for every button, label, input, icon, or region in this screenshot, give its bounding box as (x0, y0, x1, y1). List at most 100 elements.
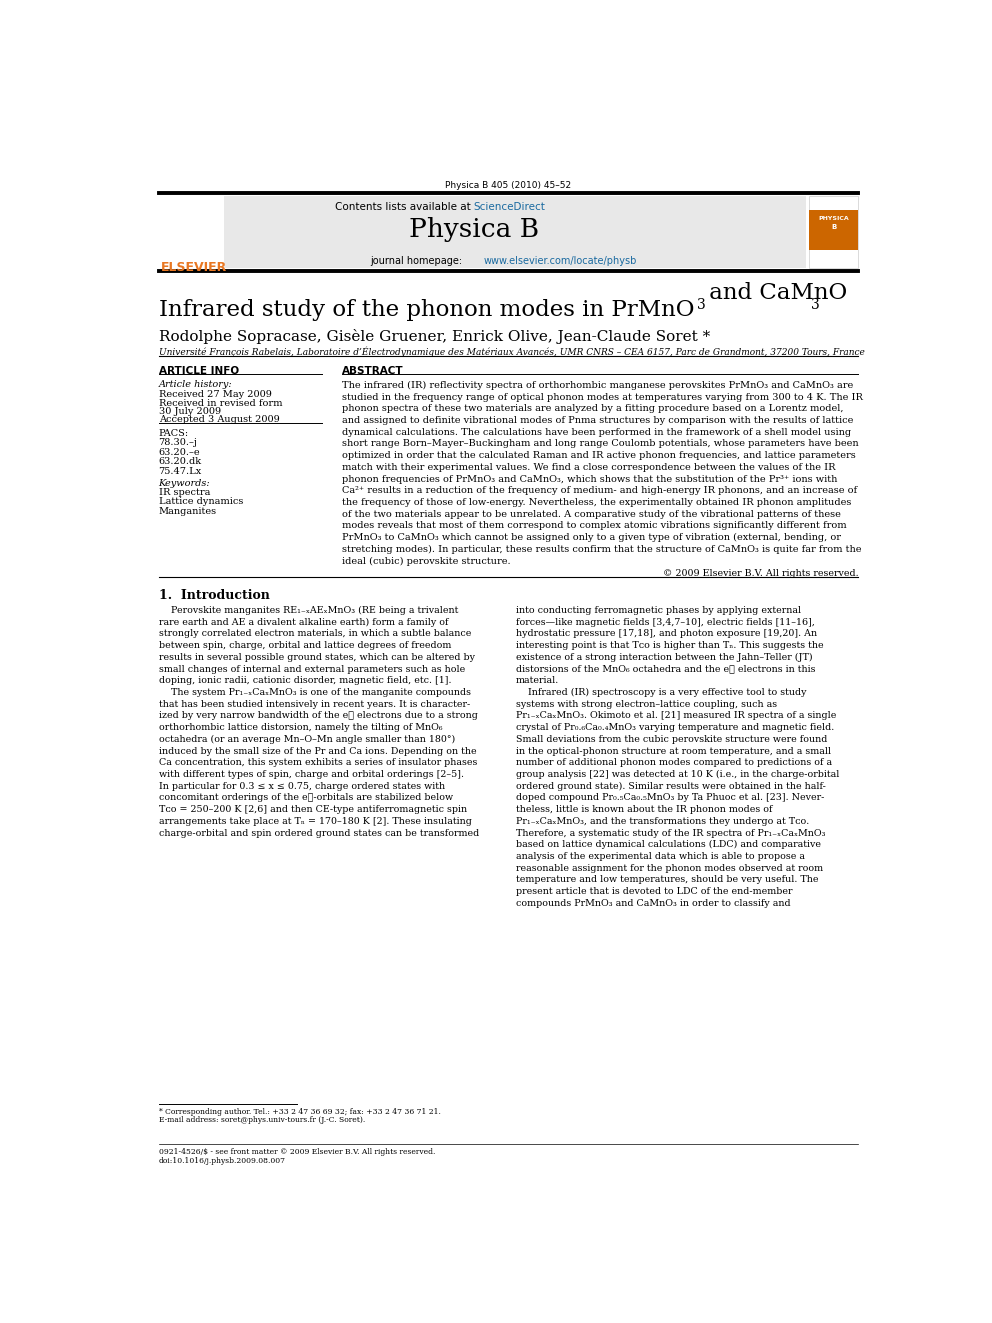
Text: © 2009 Elsevier B.V. All rights reserved.: © 2009 Elsevier B.V. All rights reserved… (663, 569, 858, 578)
Bar (809, 196, 858, 267)
Text: Accepted 3 August 2009: Accepted 3 August 2009 (159, 415, 280, 425)
Text: results in several possible ground states, which can be altered by: results in several possible ground state… (159, 652, 474, 662)
Text: and assigned to definite vibrational modes of Pnma structures by comparison with: and assigned to definite vibrational mod… (342, 415, 854, 425)
Bar (809, 209, 858, 250)
Text: forces—like magnetic fields [3,4,7–10], electric fields [11–16],: forces—like magnetic fields [3,4,7–10], … (516, 618, 815, 627)
Text: material.: material. (516, 676, 559, 685)
Text: 3: 3 (696, 298, 705, 311)
Text: ordered ground state). Similar results were obtained in the half-: ordered ground state). Similar results w… (516, 782, 826, 791)
Text: in the optical-phonon structure at room temperature, and a small: in the optical-phonon structure at room … (516, 746, 831, 755)
Text: Small deviations from the cubic perovskite structure were found: Small deviations from the cubic perovski… (516, 734, 827, 744)
Text: hydrostatic pressure [17,18], and photon exposure [19,20]. An: hydrostatic pressure [17,18], and photon… (516, 630, 817, 639)
Text: ized by very narrow bandwidth of the e⁧ electrons due to a strong: ized by very narrow bandwidth of the e⁧ … (159, 712, 477, 721)
Text: crystal of Pr₀.₆Ca₀.₄MnO₃ varying temperature and magnetic field.: crystal of Pr₀.₆Ca₀.₄MnO₃ varying temper… (516, 724, 834, 732)
Text: stretching modes). In particular, these results confirm that the structure of Ca: stretching modes). In particular, these … (342, 545, 862, 554)
Text: The infrared (IR) reflectivity spectra of orthorhombic manganese perovskites PrM: The infrared (IR) reflectivity spectra o… (342, 381, 853, 390)
Text: arrangements take place at Tₙ = 170–180 K [2]. These insulating: arrangements take place at Tₙ = 170–180 … (159, 816, 471, 826)
Text: PHYSICA: PHYSICA (818, 216, 849, 221)
Text: phonon spectra of these two materials are analyzed by a fitting procedure based : phonon spectra of these two materials ar… (342, 405, 844, 413)
Text: rare earth and AE a divalent alkaline earth) form a family of: rare earth and AE a divalent alkaline ea… (159, 618, 448, 627)
Bar (159, 196, 224, 267)
Text: The system Pr₁₋ₓCaₓMnO₃ is one of the manganite compounds: The system Pr₁₋ₓCaₓMnO₃ is one of the ma… (159, 688, 470, 697)
Text: match with their experimental values. We find a close correspondence between the: match with their experimental values. We… (342, 463, 836, 472)
Text: 78.30.–j: 78.30.–j (159, 438, 197, 447)
Text: doi:10.1016/j.physb.2009.08.007: doi:10.1016/j.physb.2009.08.007 (159, 1158, 286, 1166)
Text: short range Born–Mayer–Buckingham and long range Coulomb potentials, whose param: short range Born–Mayer–Buckingham and lo… (342, 439, 859, 448)
Text: temperature and low temperatures, should be very useful. The: temperature and low temperatures, should… (516, 876, 818, 884)
Text: 30 July 2009: 30 July 2009 (159, 407, 221, 417)
Text: 0921-4526/$ - see front matter © 2009 Elsevier B.V. All rights reserved.: 0921-4526/$ - see front matter © 2009 El… (159, 1148, 434, 1156)
Text: small changes of internal and external parameters such as hole: small changes of internal and external p… (159, 664, 465, 673)
Text: www.elsevier.com/locate/physb: www.elsevier.com/locate/physb (484, 255, 637, 266)
Text: Pr₁₋ₓCaₓMnO₃. Okimoto et al. [21] measured IR spectra of a single: Pr₁₋ₓCaₓMnO₃. Okimoto et al. [21] measur… (516, 712, 836, 721)
Text: based on lattice dynamical calculations (LDC) and comparative: based on lattice dynamical calculations … (516, 840, 821, 849)
Text: optimized in order that the calculated Raman and IR active phonon frequencies, a: optimized in order that the calculated R… (342, 451, 856, 460)
Text: phonon frequencies of PrMnO₃ and CaMnO₃, which shows that the substitution of th: phonon frequencies of PrMnO₃ and CaMnO₃,… (342, 475, 837, 484)
Text: Rodolphe Sopracase, Gisèle Gruener, Enrick Olive, Jean-Claude Soret *: Rodolphe Sopracase, Gisèle Gruener, Enri… (159, 329, 710, 344)
Text: Infrared (IR) spectroscopy is a very effective tool to study: Infrared (IR) spectroscopy is a very eff… (516, 688, 806, 697)
Text: charge-orbital and spin ordered ground states can be transformed: charge-orbital and spin ordered ground s… (159, 828, 479, 837)
Text: into conducting ferromagnetic phases by applying external: into conducting ferromagnetic phases by … (516, 606, 802, 615)
Text: * Corresponding author. Tel.: +33 2 47 36 69 32; fax: +33 2 47 36 71 21.: * Corresponding author. Tel.: +33 2 47 3… (159, 1109, 440, 1117)
Text: reasonable assignment for the phonon modes observed at room: reasonable assignment for the phonon mod… (516, 864, 823, 873)
Text: 63.20.–e: 63.20.–e (159, 447, 200, 456)
Text: 75.47.Lx: 75.47.Lx (159, 467, 201, 476)
Text: ScienceDirect: ScienceDirect (474, 201, 546, 212)
Text: distorsions of the MnO₆ octahedra and the e⁧ electrons in this: distorsions of the MnO₆ octahedra and th… (516, 664, 815, 673)
Text: Ca²⁺ results in a reduction of the frequency of medium- and high-energy IR phono: Ca²⁺ results in a reduction of the frequ… (342, 487, 857, 495)
Text: doping, ionic radii, cationic disorder, magnetic field, etc. [1].: doping, ionic radii, cationic disorder, … (159, 676, 451, 685)
Text: Physica B: Physica B (409, 217, 539, 242)
Text: present article that is devoted to LDC of the end-member: present article that is devoted to LDC o… (516, 888, 793, 896)
Text: ideal (cubic) perovskite structure.: ideal (cubic) perovskite structure. (342, 557, 511, 566)
Text: analysis of the experimental data which is able to propose a: analysis of the experimental data which … (516, 852, 806, 861)
Text: Therefore, a systematic study of the IR spectra of Pr₁₋ₓCaₓMnO₃: Therefore, a systematic study of the IR … (516, 828, 825, 837)
Text: that has been studied intensively in recent years. It is character-: that has been studied intensively in rec… (159, 700, 470, 709)
Text: octahedra (or an average Mn–O–Mn angle smaller than 180°): octahedra (or an average Mn–O–Mn angle s… (159, 734, 455, 744)
Text: with different types of spin, charge and orbital orderings [2–5].: with different types of spin, charge and… (159, 770, 463, 779)
Text: concomitant orderings of the e⁧-orbitals are stabilized below: concomitant orderings of the e⁧-orbitals… (159, 794, 452, 803)
Text: studied in the frequency range of optical phonon modes at temperatures varying f: studied in the frequency range of optica… (342, 393, 863, 402)
Text: of the two materials appear to be unrelated. A comparative study of the vibratio: of the two materials appear to be unrela… (342, 509, 841, 519)
Text: Pr₁₋ₓCaₓMnO₃, and the transformations they undergo at Tᴄᴏ.: Pr₁₋ₓCaₓMnO₃, and the transformations th… (516, 816, 809, 826)
Text: doped compound Pr₀.₅Ca₀.₅MnO₃ by Ta Phuoc et al. [23]. Never-: doped compound Pr₀.₅Ca₀.₅MnO₃ by Ta Phuo… (516, 794, 824, 803)
Text: the frequency of those of low-energy. Nevertheless, the experimentally obtained : the frequency of those of low-energy. Ne… (342, 497, 852, 507)
Text: theless, little is known about the IR phonon modes of: theless, little is known about the IR ph… (516, 806, 773, 814)
Text: ARTICLE INFO: ARTICLE INFO (159, 365, 239, 376)
Text: orthorhombic lattice distorsion, namely the tilting of MnO₆: orthorhombic lattice distorsion, namely … (159, 724, 442, 732)
Text: existence of a strong interaction between the Jahn–Teller (JT): existence of a strong interaction betwee… (516, 652, 812, 662)
Text: Université François Rabelais, Laboratoire d’Électrodynamique des Matériaux Avanc: Université François Rabelais, Laboratoir… (159, 347, 864, 357)
Text: Contents lists available at: Contents lists available at (335, 201, 474, 212)
Text: journal homepage:: journal homepage: (370, 255, 465, 266)
Text: dynamical calculations. The calculations have been performed in the framework of: dynamical calculations. The calculations… (342, 427, 851, 437)
Text: compounds PrMnO₃ and CaMnO₃ in order to classify and: compounds PrMnO₃ and CaMnO₃ in order to … (516, 898, 791, 908)
Text: and CaMnO: and CaMnO (702, 282, 847, 304)
Text: In particular for 0.3 ≤ x ≤ 0.75, charge ordered states with: In particular for 0.3 ≤ x ≤ 0.75, charge… (159, 782, 444, 791)
Text: modes reveals that most of them correspond to complex atomic vibrations signific: modes reveals that most of them correspo… (342, 521, 847, 531)
Text: Keywords:: Keywords: (159, 479, 210, 488)
Text: Perovskite manganites RE₁₋ₓAEₓMnO₃ (RE being a trivalent: Perovskite manganites RE₁₋ₓAEₓMnO₃ (RE b… (159, 606, 458, 615)
Text: PACS:: PACS: (159, 429, 188, 438)
Text: Received 27 May 2009: Received 27 May 2009 (159, 390, 272, 400)
Text: Tᴄᴏ = 250–200 K [2,6] and then CE-type antiferromagnetic spin: Tᴄᴏ = 250–200 K [2,6] and then CE-type a… (159, 806, 466, 814)
Text: induced by the small size of the Pr and Ca ions. Depending on the: induced by the small size of the Pr and … (159, 746, 476, 755)
Text: Lattice dynamics: Lattice dynamics (159, 497, 243, 507)
Text: B: B (831, 224, 836, 230)
Text: Manganites: Manganites (159, 507, 216, 516)
Bar (159, 196, 806, 267)
Text: Ca concentration, this system exhibits a series of insulator phases: Ca concentration, this system exhibits a… (159, 758, 477, 767)
Text: Article history:: Article history: (159, 380, 232, 389)
Text: ELSEVIER: ELSEVIER (161, 261, 227, 274)
Text: Received in revised form: Received in revised form (159, 400, 282, 409)
Text: Infrared study of the phonon modes in PrMnO: Infrared study of the phonon modes in Pr… (159, 299, 694, 321)
Text: interesting point is that Tᴄᴏ is higher than Tₙ. This suggests the: interesting point is that Tᴄᴏ is higher … (516, 642, 823, 650)
Text: IR spectra: IR spectra (159, 488, 210, 497)
Text: systems with strong electron–lattice coupling, such as: systems with strong electron–lattice cou… (516, 700, 777, 709)
Text: ABSTRACT: ABSTRACT (342, 365, 404, 376)
Text: 1.  Introduction: 1. Introduction (159, 589, 270, 602)
Text: 63.20.dk: 63.20.dk (159, 458, 201, 466)
Text: 3: 3 (811, 298, 820, 311)
Text: PrMnO₃ to CaMnO₃ which cannot be assigned only to a given type of vibration (ext: PrMnO₃ to CaMnO₃ which cannot be assigne… (342, 533, 841, 542)
Text: Physica B 405 (2010) 45–52: Physica B 405 (2010) 45–52 (445, 181, 571, 191)
Text: E-mail address: soret@phys.univ-tours.fr (J.-C. Soret).: E-mail address: soret@phys.univ-tours.fr… (159, 1117, 365, 1125)
Text: between spin, charge, orbital and lattice degrees of freedom: between spin, charge, orbital and lattic… (159, 642, 451, 650)
